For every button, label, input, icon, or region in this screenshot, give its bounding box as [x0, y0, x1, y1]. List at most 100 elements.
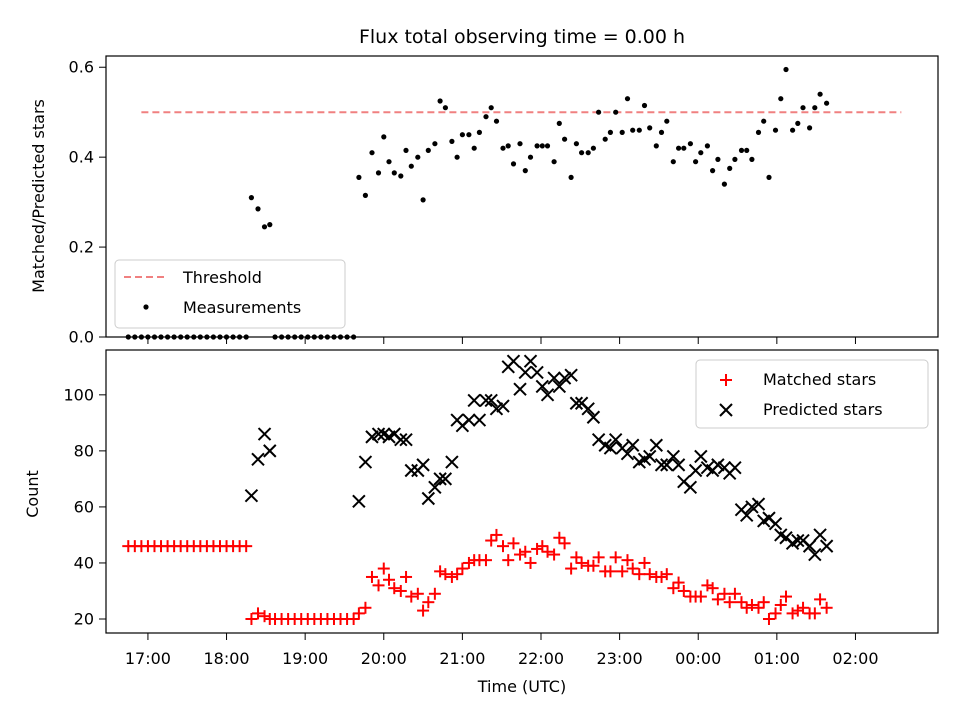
measurement-point [493, 118, 500, 124]
measurement-point [721, 181, 728, 187]
matched-star-point [757, 596, 770, 609]
predicted-star-point [552, 379, 567, 394]
measurement-point [437, 98, 443, 104]
x-ticks: 17:00 18:00 19:00 20:00 21:00 22:00 23:00 00:00… [125, 337, 879, 668]
bottom-legend-matched-swatch [720, 374, 732, 386]
predicted-star-point [445, 455, 459, 469]
top-y-tick-label: 0.6 [69, 58, 94, 77]
bottom-x-axis-label: Time (UTC) [477, 677, 566, 696]
matched-star-point [575, 556, 588, 569]
measurement-point [778, 96, 784, 102]
predicted-star-point [819, 539, 834, 553]
matched-star-point [462, 556, 475, 569]
predicted-star-point [768, 517, 783, 531]
measurement-point [517, 141, 523, 147]
measurement-point [534, 143, 540, 149]
measurement-point [500, 145, 506, 151]
bottom-legend-predicted-swatch [719, 403, 733, 417]
predicted-star-point [654, 458, 669, 472]
measurement-point [398, 173, 404, 179]
predicted-star-point [462, 413, 476, 427]
matched-star-point [706, 582, 719, 595]
measurement-point [432, 141, 438, 147]
bottom-plot-frame [105, 349, 939, 634]
measurement-point [596, 109, 602, 115]
measurement-point [681, 145, 687, 151]
bottom-legend: Matched stars Predicted stars [695, 359, 929, 429]
measurement-point [454, 154, 460, 160]
measurement-point [483, 114, 489, 120]
bottom-legend-predicted-label: Predicted stars [763, 400, 883, 419]
predicted-star-point [802, 539, 817, 553]
predicted-star-point [751, 497, 766, 511]
measurement-point [585, 150, 591, 156]
measurement-point [471, 145, 477, 151]
predicted-star-point [428, 480, 442, 495]
measurement-point [807, 125, 813, 131]
measurement-point [670, 159, 676, 165]
matched-star-point [820, 601, 833, 614]
matched-star-point [655, 570, 668, 583]
bottom-y-ticks: 20 40 60 80 100 [63, 385, 106, 628]
matched-star-point [604, 565, 617, 578]
measurement-point [425, 147, 431, 153]
matched-star-point [451, 568, 464, 581]
measurement-point [527, 154, 534, 160]
matched-star-point [377, 562, 390, 575]
measurement-point [744, 147, 750, 153]
measurement-point [573, 141, 580, 147]
predicted-star-point [649, 438, 664, 452]
predicted-star-point [683, 480, 698, 495]
matched-star-point [677, 584, 690, 597]
x-tick-label: 21:00 [439, 649, 485, 668]
matched-star-point [592, 551, 605, 564]
top-legend-threshold-label: Threshold [182, 268, 262, 287]
predicted-star-point [603, 441, 618, 455]
predicted-star-point [352, 494, 366, 509]
measurement-point [755, 129, 762, 135]
measurement-point [613, 109, 619, 115]
bottom-y-axis-label: Count [23, 470, 42, 518]
matched-star-point [633, 568, 646, 581]
matched-star-point [780, 590, 793, 603]
bottom-plot-area [122, 354, 834, 625]
measurement-point [687, 141, 694, 147]
measurement-point [386, 159, 392, 165]
measurement-point [255, 206, 261, 212]
x-tick-label: 18:00 [203, 649, 249, 668]
predicted-star-point [394, 432, 408, 447]
predicted-star-point [660, 458, 674, 472]
measurement-point [539, 143, 545, 149]
predicted-star-point [472, 413, 487, 427]
predicted-star-point [608, 432, 623, 447]
bottom-y-tick-label: 100 [63, 385, 94, 404]
predicted-star-point [523, 354, 538, 368]
matched-star-point [507, 537, 520, 550]
matched-star-point [587, 559, 600, 572]
measurement-point [824, 100, 830, 106]
measurement-point [676, 145, 682, 151]
predicted-star-point [739, 508, 754, 523]
matched-star-point [791, 604, 804, 617]
predicted-star-point [257, 427, 272, 441]
matched-star-point [745, 598, 758, 611]
top-y-tick-label: 0.0 [69, 328, 94, 347]
matched-star-point [490, 528, 503, 541]
measurement-point [449, 138, 455, 144]
matched-star-point [434, 565, 447, 578]
matched-star-point [519, 545, 532, 558]
bottom-y-tick-label: 60 [74, 497, 94, 516]
matched-star-point [400, 570, 413, 583]
matched-star-point [814, 593, 827, 606]
bottom-y-tick-label: 80 [74, 441, 94, 460]
top-y-tick-label: 0.4 [69, 148, 94, 167]
measurement-point [783, 66, 789, 73]
predicted-star-point [694, 449, 708, 464]
measurement-point [261, 224, 268, 230]
matched-star-point [514, 548, 527, 561]
measurement-point [732, 156, 738, 162]
predicted-star-point [496, 399, 510, 413]
measurement-point [590, 145, 597, 151]
matched-star-point [352, 607, 365, 620]
matched-star-point [388, 582, 401, 595]
